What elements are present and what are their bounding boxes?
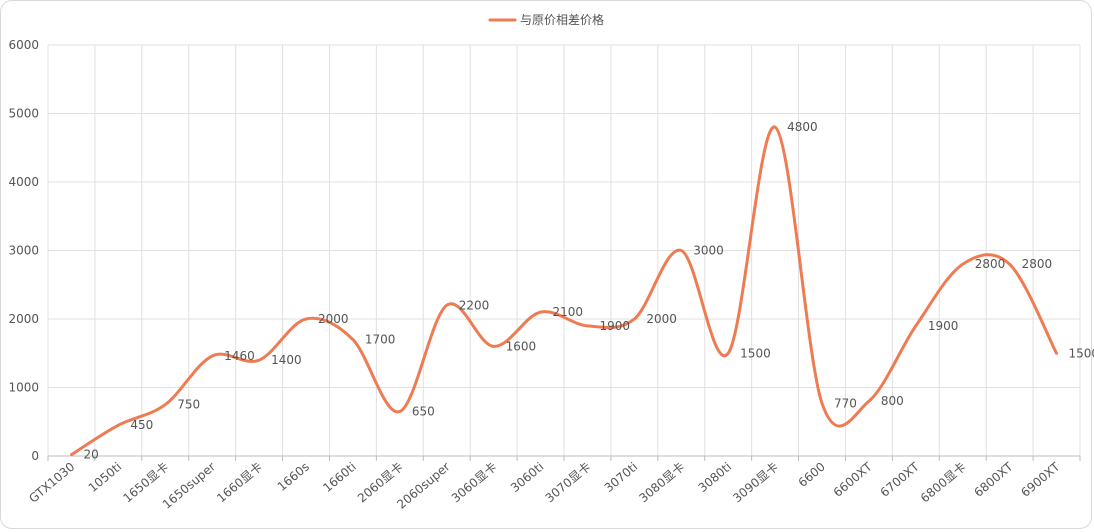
x-tick-label: 6800XT [971, 459, 1016, 500]
x-tick-label: 6600XT [831, 459, 876, 500]
data-label: 1500 [1069, 346, 1094, 360]
x-gridlines [47, 45, 1081, 456]
series-line-group [70, 125, 1058, 457]
y-tick-label: 5000 [8, 107, 39, 121]
series-line[interactable] [70, 125, 1058, 457]
x-tick-label: 3080显卡 [636, 460, 687, 506]
x-tick-label: 6600 [796, 460, 828, 490]
axes [47, 455, 1081, 461]
data-label: 1700 [365, 333, 396, 347]
data-label: 770 [834, 396, 857, 410]
x-tick-label: 1660s [275, 460, 312, 494]
x-tick-label: 1050ti [86, 460, 125, 496]
x-tick-label: 3090显卡 [730, 460, 781, 506]
data-label: 800 [881, 394, 904, 408]
data-label: 1600 [506, 339, 537, 353]
y-tick-label: 1000 [8, 381, 39, 395]
data-label: 1900 [599, 319, 630, 333]
y-tick-label: 2000 [8, 312, 39, 326]
data-label: 750 [177, 398, 200, 412]
y-tick-label: 6000 [8, 38, 39, 52]
data-label: 2800 [975, 257, 1006, 271]
data-label: 2200 [459, 298, 490, 312]
x-tick-label: 3070显卡 [543, 460, 594, 506]
y-tick-label: 4000 [8, 175, 39, 189]
x-tick-label: 3080ti [696, 460, 735, 496]
data-label: 2000 [318, 312, 349, 326]
data-label: 450 [130, 418, 153, 432]
x-tick-label: 1660显卡 [214, 460, 265, 506]
data-label: 2800 [1022, 257, 1053, 271]
data-label: 2000 [646, 312, 677, 326]
x-tick-label: 3060显卡 [449, 460, 500, 506]
data-label: 2100 [553, 305, 584, 319]
y-tick-label: 0 [31, 449, 39, 463]
y-tick-label: 3000 [8, 244, 39, 258]
data-label: 20 [83, 448, 98, 462]
x-tick-label: 1660ti [320, 460, 359, 496]
data-label: 650 [412, 404, 435, 418]
data-label: 4800 [787, 120, 818, 134]
x-tick-label: 3060ti [508, 460, 547, 496]
data-label: 1400 [271, 353, 302, 367]
x-tick-label: 6700XT [878, 459, 923, 500]
x-tick-label: 6800显卡 [918, 460, 969, 506]
data-labels: 20 450 750 1460 1400 2000 1700 650 2200 1600 2100 1… [83, 120, 1094, 461]
data-label: 3000 [693, 244, 724, 258]
x-tick-label: 6900XT [1018, 459, 1063, 500]
y-tick-labels: 0 1000 2000 3000 4000 5000 6000 [8, 38, 39, 463]
x-tick-label: GTX1030 [26, 460, 77, 506]
data-label: 1500 [740, 346, 771, 360]
data-label: 1900 [928, 319, 959, 333]
x-tick-label: 3070ti [602, 460, 641, 496]
legend[interactable]: 与原价相差价格 [488, 12, 604, 27]
data-label: 1460 [224, 349, 255, 363]
legend-label: 与原价相差价格 [520, 12, 604, 27]
